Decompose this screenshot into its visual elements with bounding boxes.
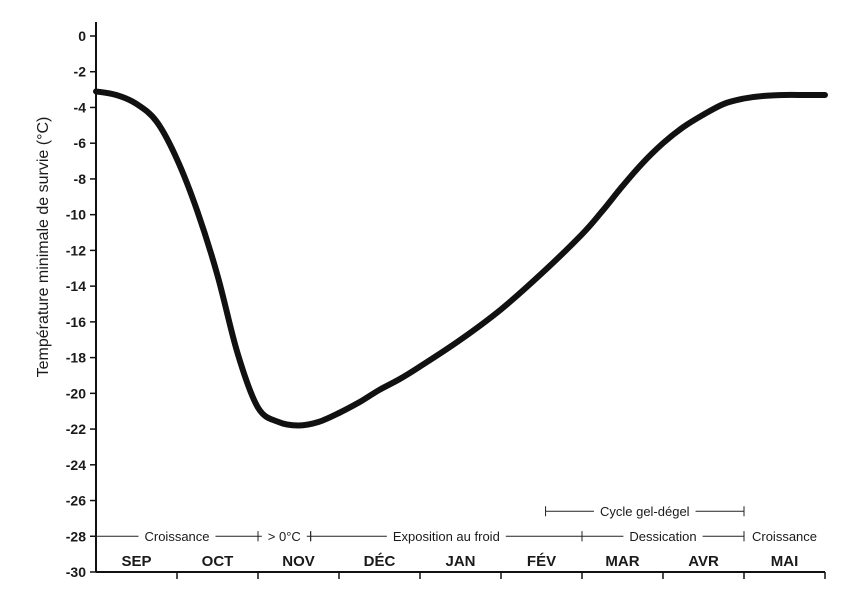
y-axis: 0 -2 -4 -6 -8 -10 -12 -14 -16 -18 -20 -22 -24 -26 -28 -… [66,22,97,580]
series-group [93,88,828,429]
period-label: Croissance [752,529,817,544]
y-tick-label: -22 [66,421,86,437]
y-tick-label: -2 [74,64,87,80]
period-annotation: Croissance [96,529,259,544]
x-tick-label: NOV [282,553,315,570]
series-line [93,88,828,429]
period-annotation: Croissance [743,529,817,544]
x-tick-label: AVR [688,553,719,570]
x-tick-label: OCT [202,553,234,570]
x-tick-label: MAI [771,553,799,570]
y-tick-label: -20 [66,385,86,401]
period-annotation: > 0°C [257,529,312,544]
y-tick-label: -16 [66,314,86,330]
y-tick-label: -30 [66,564,86,580]
x-axis: SEP OCT NOV DÉC JAN FÉV MAR AVR MAI [96,553,826,579]
x-tick-label: SEP [121,553,151,570]
x-tick-label: DÉC [364,553,396,570]
y-tick-label: -18 [66,350,86,366]
period-label: Cycle gel-dégel [600,504,690,519]
y-tick-label: -26 [66,493,86,509]
period-label: Dessication [629,529,696,544]
period-annotation: Dessication [581,529,745,544]
period-annotations: Croissance > 0°C Exposition au froid Dessic… [96,504,817,544]
x-tick-label: FÉV [527,553,556,570]
period-label: Croissance [144,529,209,544]
period-annotation: Cycle gel-dégel [545,504,745,519]
period-annotation: Exposition au froid [310,529,583,544]
y-axis-title: Température minimale de survie (°C) [35,117,52,378]
period-label: Exposition au froid [393,529,500,544]
y-tick-label: -8 [74,171,87,187]
y-tick-label: -28 [66,528,86,544]
y-tick-label: -24 [66,457,86,473]
y-tick-label: -10 [66,207,86,223]
y-tick-label: -14 [66,278,86,294]
y-tick-label: -12 [66,242,86,258]
period-label: > 0°C [268,529,301,544]
y-tick-label: 0 [78,28,86,44]
x-tick-label: MAR [605,553,639,570]
y-tick-label: -4 [74,99,87,115]
x-tick-label: JAN [445,553,475,570]
y-tick-label: -6 [74,135,87,151]
